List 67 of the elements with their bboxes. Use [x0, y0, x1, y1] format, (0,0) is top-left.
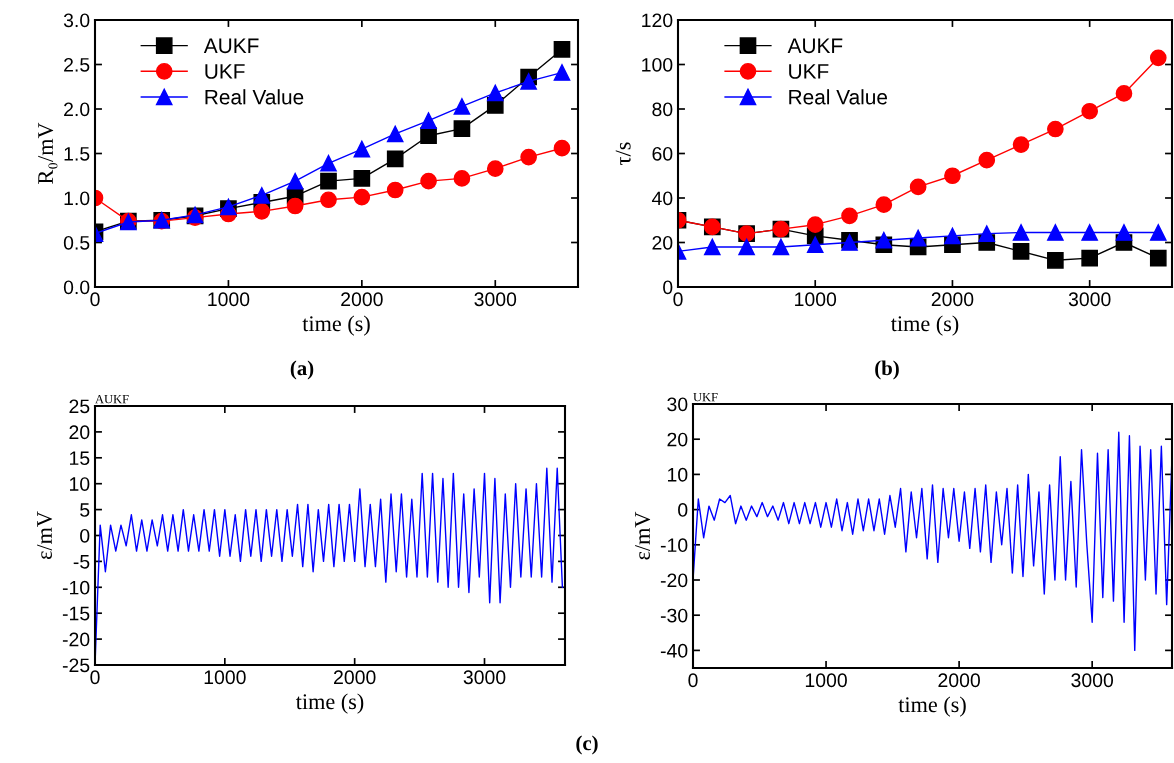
y-axis-title: R₀/mV — [38, 122, 58, 184]
y-tick-label: 0 — [80, 528, 90, 543]
y-tick-label: -10 — [660, 538, 688, 553]
y-tick-label: 40 — [651, 191, 673, 206]
x-tick-label: 3000 — [474, 292, 517, 307]
legend-label: Real Value — [789, 89, 888, 105]
y-tick-label: -20 — [660, 573, 688, 588]
chart-title: UKF — [693, 393, 718, 402]
y-tick-label: 1.5 — [64, 147, 90, 161]
x-tick-label: 1000 — [208, 292, 250, 307]
x-tick-label: 0 — [688, 673, 698, 688]
x-tick-label: 1000 — [805, 673, 847, 688]
x-tick-label: 1000 — [795, 292, 837, 307]
text: (c) — [576, 735, 598, 755]
y-tick-label: 0 — [678, 503, 688, 517]
y-tick-label: 0.0 — [63, 280, 90, 295]
y-tick-label: 5 — [80, 503, 90, 517]
y-tick-label: -40 — [660, 643, 688, 658]
x-tick-label: 3000 — [1068, 292, 1111, 307]
y-tick-label: 2.5 — [64, 57, 90, 72]
y-tick-label: -30 — [660, 608, 688, 623]
y-tick-label: 1.0 — [64, 191, 90, 206]
legend-label: Real Value — [205, 89, 304, 105]
legend-label: UKF — [789, 64, 829, 79]
x-tick-label: 3000 — [1071, 673, 1114, 688]
x-tick-label: 2000 — [334, 670, 376, 685]
x-tick-label: 2000 — [938, 673, 980, 688]
x-tick-label: 2000 — [931, 292, 974, 307]
y-tick-label: -25 — [62, 658, 90, 673]
x-axis-title: time (s) — [295, 693, 364, 714]
y-tick-label: -20 — [62, 632, 90, 647]
y-tick-label: 80 — [652, 102, 673, 117]
y-tick-label: -10 — [62, 580, 90, 595]
y-tick-label: 120 — [642, 13, 673, 28]
y-tick-label: 10 — [668, 467, 688, 482]
y-tick-label: 20 — [652, 235, 673, 250]
x-tick-label: 0 — [90, 292, 100, 307]
x-axis-title: time (s) — [302, 315, 370, 336]
y-axis-title: τ/s — [615, 142, 631, 165]
y-tick-label: 10 — [70, 477, 90, 491]
y-tick-label: 3.0 — [63, 13, 90, 28]
y-tick-label: 20 — [667, 432, 688, 447]
y-tick-label: 25 — [69, 399, 90, 414]
text: (a) — [290, 360, 314, 380]
y-tick-label: 30 — [667, 397, 688, 412]
legend-label: UKF — [205, 64, 245, 79]
y-axis-title: ε/mV — [635, 511, 651, 560]
x-axis-title: time (s) — [898, 696, 966, 717]
chart-title: AUKF — [95, 394, 129, 404]
y-tick-label: -15 — [62, 606, 90, 621]
x-tick-label: 0 — [90, 670, 100, 685]
text: (b) — [875, 360, 899, 380]
y-tick-label: 20 — [69, 425, 90, 440]
x-tick-label: 3000 — [463, 670, 506, 685]
legend-label: AUKF — [787, 38, 843, 54]
y-axis-title: ε/mV — [37, 511, 53, 560]
y-tick-label: -5 — [73, 555, 90, 569]
y-tick-label: 100 — [642, 57, 673, 72]
y-tick-label: 60 — [652, 146, 673, 161]
x-axis-title: time (s) — [890, 315, 959, 336]
y-tick-label: 2.0 — [64, 102, 90, 117]
y-tick-label: 0.5 — [63, 235, 90, 250]
x-tick-label: 2000 — [341, 292, 383, 307]
y-tick-label: 0 — [663, 280, 673, 295]
y-tick-label: 15 — [70, 451, 90, 466]
x-tick-label: 1000 — [204, 670, 246, 685]
legend-label: AUKF — [203, 38, 259, 54]
